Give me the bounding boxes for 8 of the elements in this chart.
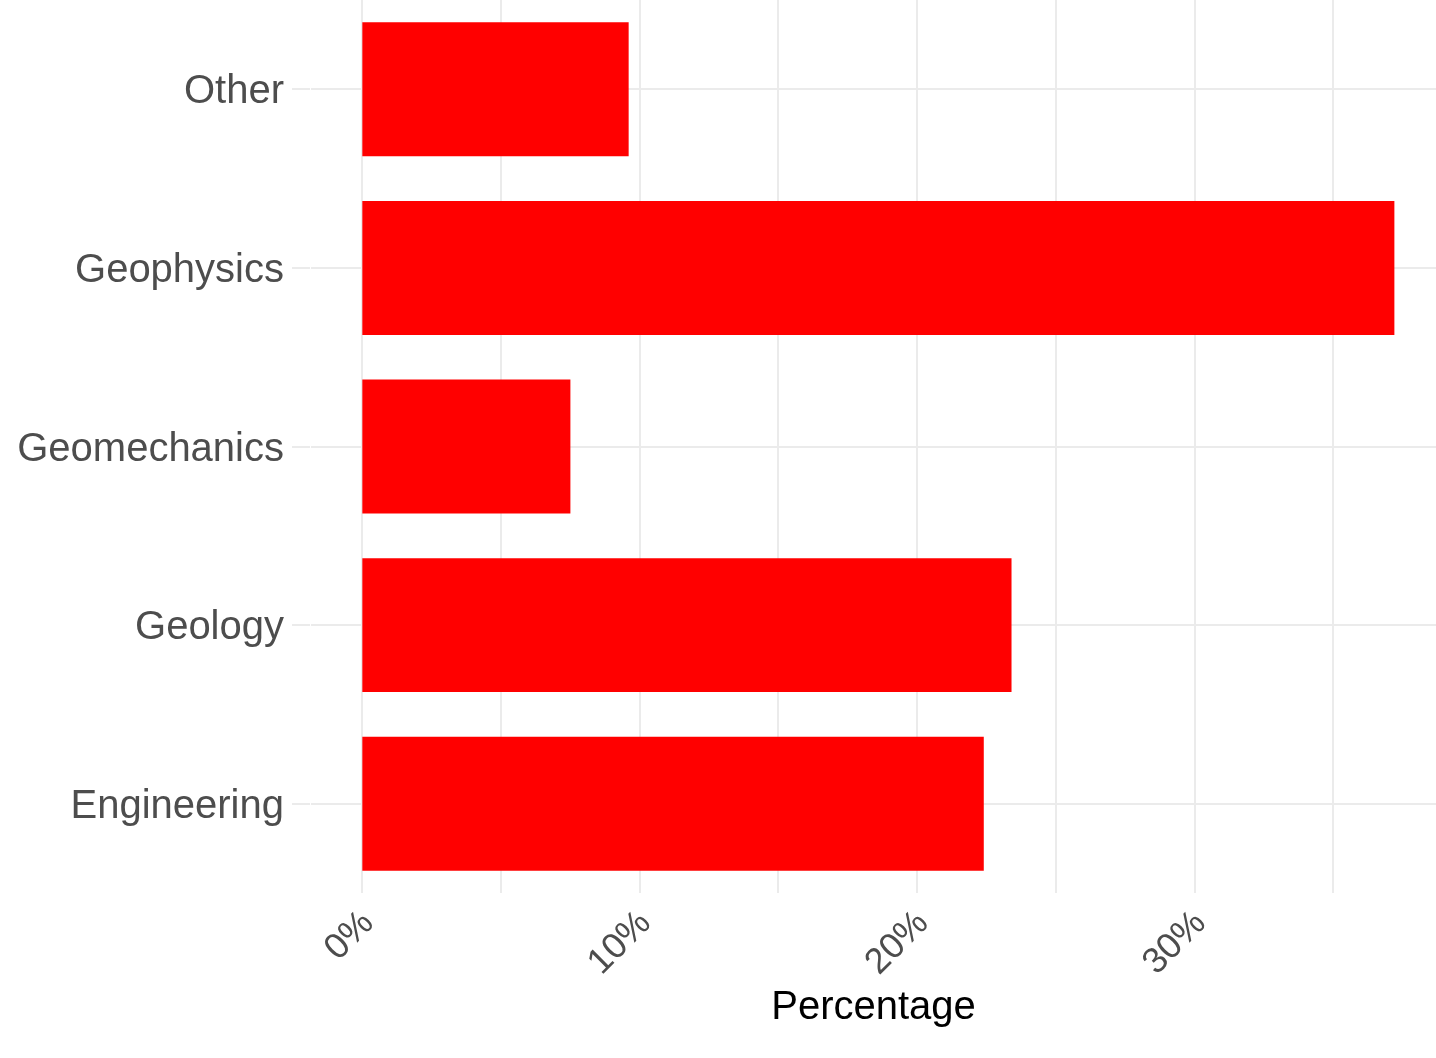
- y-tick-label: Geomechanics: [17, 424, 284, 469]
- y-tick-label: Engineering: [70, 781, 284, 826]
- x-tick-label: 30%: [1133, 901, 1214, 982]
- y-tick-label: Other: [183, 67, 284, 112]
- x-axis-title: Percentage: [771, 982, 976, 1027]
- x-tick-label: 0%: [314, 901, 381, 968]
- y-tick-label: Geophysics: [75, 245, 284, 290]
- y-tick-label: Geology: [135, 603, 284, 648]
